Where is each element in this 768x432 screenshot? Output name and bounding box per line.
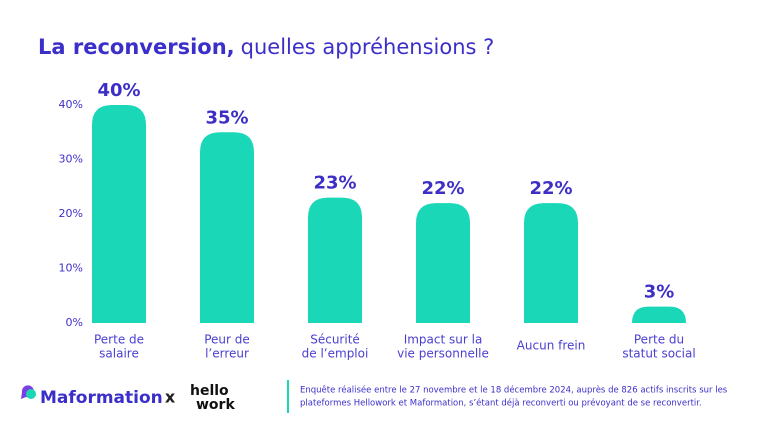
- logo-hellowork-1: hello: [190, 383, 229, 399]
- value-label: 40%: [97, 80, 140, 101]
- x-tick-label: l’erreur: [205, 347, 249, 361]
- x-tick-label: Sécurité: [310, 333, 360, 347]
- y-tick-label: 10%: [59, 262, 83, 275]
- x-tick-label: salaire: [99, 347, 139, 361]
- value-label: 35%: [205, 107, 248, 128]
- chart-title: La reconversion, quelles appréhensions ?: [38, 35, 494, 59]
- x-tick-label: statut social: [622, 347, 695, 361]
- footer-note: Enquête réalisée entre le 27 novembre et…: [300, 385, 728, 396]
- y-tick-label: 20%: [59, 207, 83, 220]
- bar: [416, 203, 470, 323]
- value-label: 22%: [421, 178, 464, 199]
- logo-hellowork-2: work: [196, 397, 235, 413]
- x-tick-label: Impact sur la: [404, 333, 483, 347]
- value-label: 23%: [313, 173, 356, 194]
- footer-note: plateformes Hellowork et Maformation, s’…: [300, 398, 702, 409]
- value-label: 3%: [644, 282, 675, 303]
- bar: [92, 105, 146, 323]
- bar: [200, 132, 254, 323]
- x-tick-label: de l’emploi: [302, 347, 369, 361]
- y-tick-label: 30%: [59, 153, 83, 166]
- x-tick-label: Peur de: [204, 333, 250, 347]
- x-tick-label: vie personnelle: [397, 347, 489, 361]
- footer: Maformation x hello work Enquête réalisé…: [21, 380, 728, 413]
- value-label: 22%: [529, 178, 572, 199]
- y-tick-label: 0%: [66, 316, 83, 329]
- title-bold: La reconversion,: [38, 35, 235, 59]
- title-rest: quelles appréhensions ?: [241, 35, 495, 59]
- bar: [524, 203, 578, 323]
- x-tick-label: Aucun frein: [517, 339, 586, 353]
- x-tick-label: Perte du: [634, 333, 684, 347]
- logo-separator: x: [165, 388, 176, 407]
- x-tick-label: Perte de: [94, 333, 144, 347]
- bar: [632, 306, 686, 323]
- y-tick-label: 40%: [59, 98, 83, 111]
- logo-icon-dot: [26, 389, 36, 399]
- logo-maformation: Maformation: [40, 388, 163, 408]
- bar: [308, 197, 362, 323]
